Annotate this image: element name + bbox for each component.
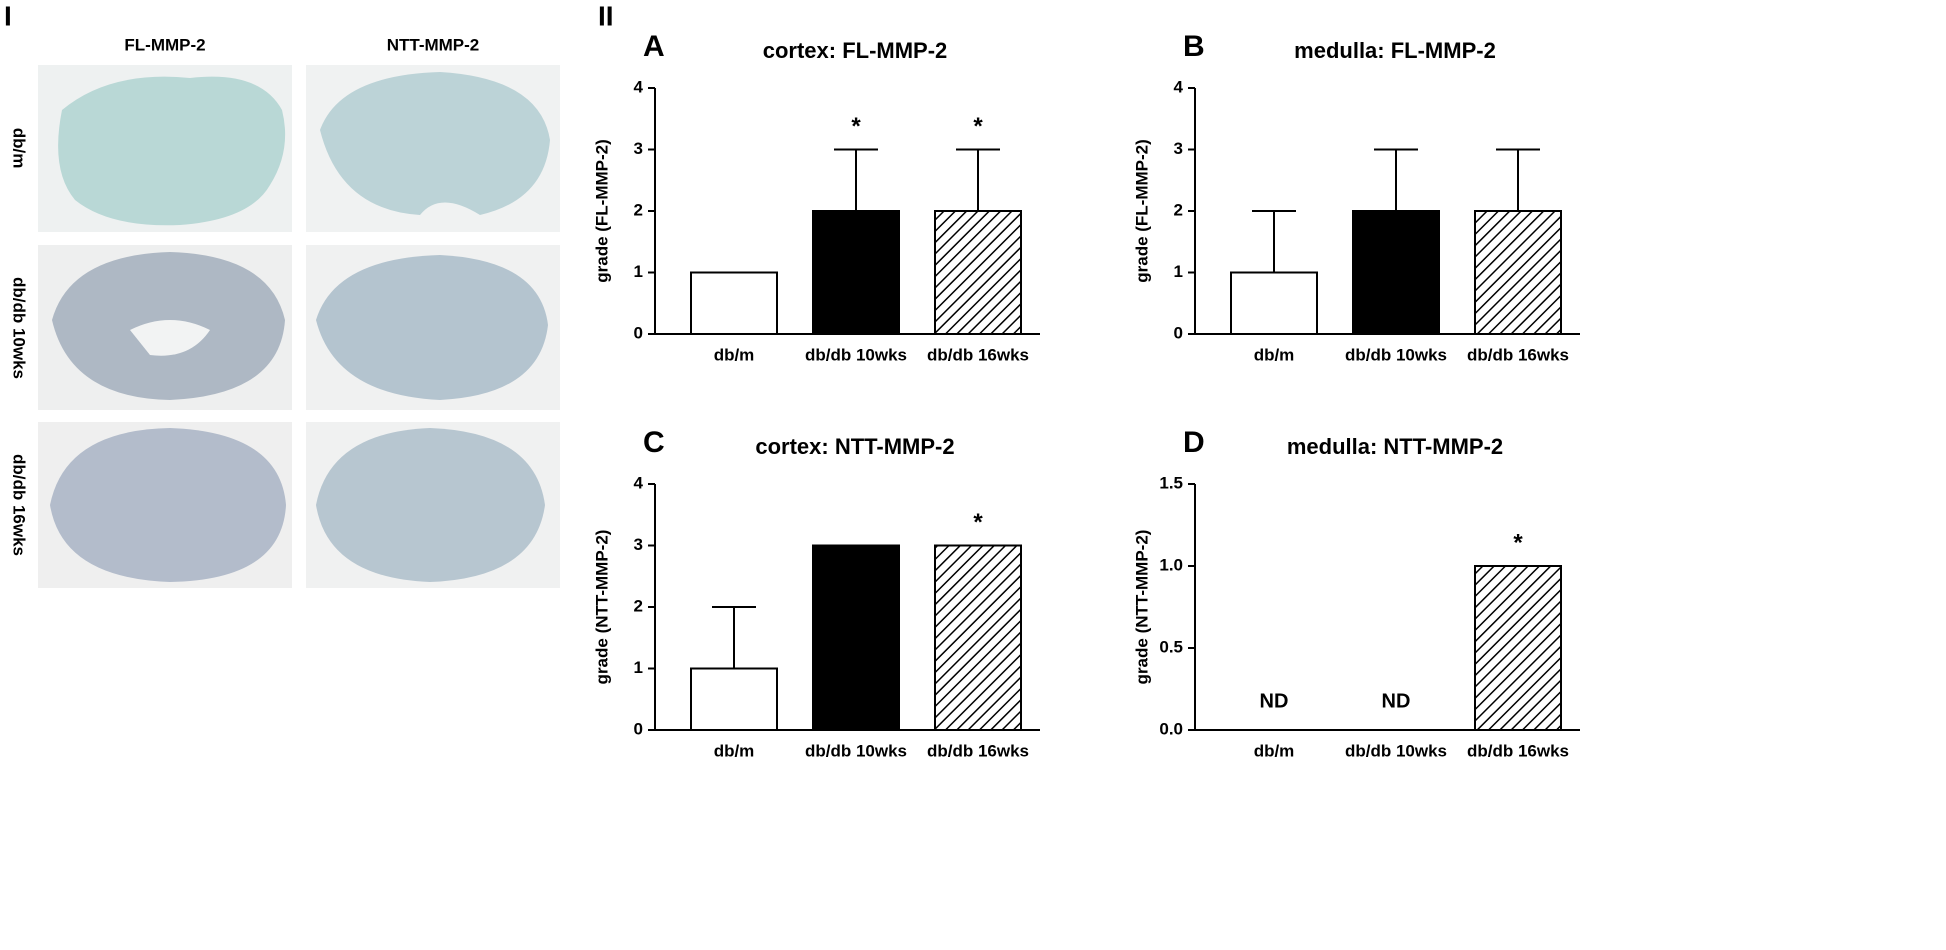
panel-label: II [598, 0, 614, 31]
bar [690, 271, 778, 335]
bar [934, 210, 1022, 335]
micrographs [38, 65, 560, 588]
y-tick-label: 2 [1174, 200, 1183, 219]
y-tick-label: 0 [634, 719, 643, 738]
y-tick-label: 2 [634, 200, 643, 219]
row-label: db/db 10wks [10, 277, 29, 379]
chart-title: cortex: NTT-MMP-2 [755, 434, 954, 459]
row-label: db/db 16wks [10, 454, 29, 556]
bar [1474, 210, 1562, 335]
y-tick-label: 4 [634, 473, 644, 492]
bar [690, 667, 778, 731]
chart-title: medulla: FL-MMP-2 [1294, 38, 1496, 63]
annotation: ND [1260, 690, 1289, 712]
bar [1474, 565, 1562, 731]
chart-title: cortex: FL-MMP-2 [763, 38, 948, 63]
x-tick-label: db/db 10wks [1345, 345, 1447, 364]
x-tick-label: db/db 10wks [1345, 741, 1447, 760]
panel-letter: C [643, 426, 665, 459]
x-tick-label: db/db 16wks [927, 345, 1029, 364]
y-tick-label: 3 [634, 139, 643, 158]
panel-letter: B [1183, 30, 1205, 63]
annotation: * [973, 113, 983, 140]
bar [1352, 210, 1440, 335]
x-tick-label: db/db 10wks [805, 345, 907, 364]
y-tick-label: 4 [1174, 77, 1184, 96]
bar [812, 210, 900, 335]
annotation: * [1513, 529, 1523, 556]
y-tick-label: 4 [634, 77, 644, 96]
bar [934, 544, 1022, 731]
x-tick-label: db/m [1254, 741, 1295, 760]
y-tick-label: 1.5 [1159, 473, 1183, 492]
x-tick-label: db/db 10wks [805, 741, 907, 760]
annotation: * [973, 509, 983, 536]
bar [812, 544, 900, 731]
x-tick-label: db/db 16wks [1467, 345, 1569, 364]
x-tick-label: db/m [714, 741, 755, 760]
x-tick-label: db/m [714, 345, 755, 364]
panel-label: I [4, 0, 12, 31]
panel-letter: A [643, 30, 665, 63]
x-tick-label: db/db 16wks [927, 741, 1029, 760]
y-tick-label: 1.0 [1159, 555, 1183, 574]
y-tick-label: 1 [1174, 262, 1183, 281]
y-tick-label: 3 [1174, 139, 1183, 158]
x-tick-label: db/m [1254, 345, 1295, 364]
y-tick-label: 2 [634, 596, 643, 615]
y-axis-label: grade (NTT-MMP-2) [592, 530, 611, 685]
y-tick-label: 0 [1174, 323, 1183, 342]
chart-title: medulla: NTT-MMP-2 [1287, 434, 1503, 459]
y-axis-label: grade (NTT-MMP-2) [1132, 530, 1151, 685]
y-axis-label: grade (FL-MMP-2) [592, 139, 611, 283]
y-tick-label: 1 [634, 262, 643, 281]
row-label: db/m [10, 128, 29, 169]
y-tick-label: 0 [634, 323, 643, 342]
y-axis-label: grade (FL-MMP-2) [1132, 139, 1151, 283]
panel-letter: D [1183, 426, 1205, 459]
y-tick-label: 0.5 [1159, 637, 1183, 656]
column-label: NTT-MMP-2 [387, 35, 480, 54]
x-tick-label: db/db 16wks [1467, 741, 1569, 760]
y-tick-label: 0.0 [1159, 719, 1183, 738]
y-tick-label: 1 [634, 658, 643, 677]
annotation: ND [1382, 690, 1411, 712]
column-label: FL-MMP-2 [124, 35, 205, 54]
y-tick-label: 3 [634, 535, 643, 554]
annotation: * [851, 113, 861, 140]
bar [1230, 271, 1318, 335]
